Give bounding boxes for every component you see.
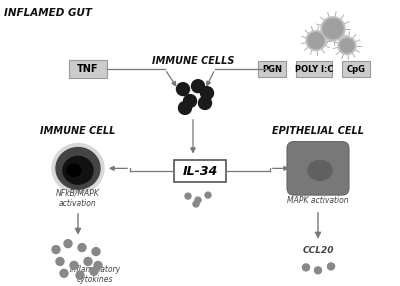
Circle shape [321, 17, 345, 41]
Circle shape [56, 257, 64, 265]
Circle shape [302, 264, 310, 271]
Circle shape [193, 201, 199, 207]
Ellipse shape [56, 148, 100, 189]
Circle shape [90, 267, 98, 275]
Circle shape [200, 87, 214, 100]
Text: CCL20: CCL20 [302, 246, 334, 255]
Circle shape [76, 271, 84, 279]
Circle shape [60, 269, 68, 277]
Circle shape [198, 97, 212, 110]
Circle shape [176, 83, 190, 96]
Circle shape [192, 80, 204, 93]
Circle shape [308, 33, 324, 49]
Circle shape [184, 95, 196, 108]
Circle shape [338, 37, 356, 54]
Circle shape [306, 31, 326, 51]
Text: INFLAMED GUT: INFLAMED GUT [4, 8, 92, 18]
FancyBboxPatch shape [287, 142, 349, 195]
Ellipse shape [63, 156, 93, 184]
Ellipse shape [52, 144, 104, 193]
Circle shape [340, 39, 354, 53]
Text: CpG: CpG [346, 65, 366, 74]
Text: POLY I:C: POLY I:C [295, 65, 333, 74]
FancyBboxPatch shape [258, 61, 286, 77]
Circle shape [178, 102, 192, 114]
Text: TNF: TNF [77, 64, 99, 74]
Text: Inflammatory
cytokines: Inflammatory cytokines [70, 265, 120, 284]
FancyBboxPatch shape [296, 61, 332, 77]
Text: IL-34: IL-34 [182, 165, 218, 178]
Circle shape [323, 19, 343, 39]
Ellipse shape [67, 164, 81, 176]
Circle shape [52, 246, 60, 253]
Text: NFkB/MAPK
activation: NFkB/MAPK activation [56, 188, 100, 208]
Circle shape [205, 192, 211, 198]
Circle shape [84, 257, 92, 265]
Circle shape [92, 248, 100, 255]
Circle shape [314, 267, 322, 274]
Circle shape [94, 261, 102, 269]
Circle shape [64, 240, 72, 248]
Circle shape [185, 193, 191, 199]
Text: PGN: PGN [262, 65, 282, 74]
Circle shape [195, 197, 201, 203]
Text: IMMUNE CELLS: IMMUNE CELLS [152, 56, 234, 66]
Text: IMMUNE CELL: IMMUNE CELL [40, 126, 116, 136]
FancyBboxPatch shape [174, 160, 226, 182]
Circle shape [78, 244, 86, 252]
Text: MAPK activation: MAPK activation [287, 196, 349, 204]
Circle shape [70, 261, 78, 269]
Text: EPITHELIAL CELL: EPITHELIAL CELL [272, 126, 364, 136]
FancyBboxPatch shape [69, 60, 107, 78]
FancyBboxPatch shape [342, 61, 370, 77]
Circle shape [328, 263, 334, 270]
Ellipse shape [308, 160, 332, 180]
